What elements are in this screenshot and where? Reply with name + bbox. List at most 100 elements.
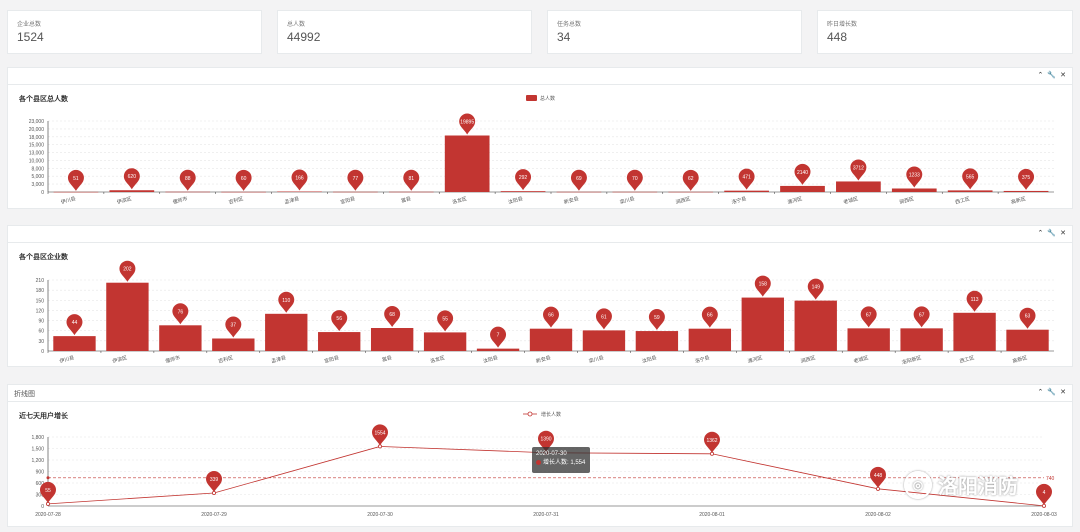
pin-shape (648, 309, 665, 331)
wrench-icon[interactable]: 🔧 (1047, 72, 1057, 79)
wrench-icon[interactable]: 🔧 (1047, 230, 1057, 237)
pin-marker: 81 (403, 169, 420, 191)
pin-shape (570, 169, 587, 191)
bar (265, 313, 308, 351)
tooltip-date: 2020-07-30 (536, 451, 567, 457)
collapse-icon[interactable]: ⌃ (1037, 230, 1044, 237)
pin-shape (807, 278, 824, 300)
pin-label: 292 (519, 175, 528, 181)
close-icon[interactable]: ✕ (1060, 72, 1066, 79)
bar (53, 191, 99, 193)
pin-shape (225, 316, 242, 338)
pin-marker: 68 (384, 306, 401, 328)
pin-marker: 113 (966, 290, 983, 312)
x-tick-label: 汝阳县 (507, 195, 523, 206)
pin-marker: 202 (119, 260, 136, 282)
pin-label: 149 (812, 285, 821, 291)
collapse-icon[interactable]: ⌃ (1037, 72, 1044, 79)
pin-marker: 37 (225, 316, 242, 338)
pin-shape (67, 169, 84, 191)
x-tick-label: 洛龙区 (429, 354, 445, 365)
pin-shape (372, 424, 388, 446)
bar (529, 328, 573, 351)
pin-marker: 166 (291, 169, 308, 191)
pin-marker: 55 (437, 310, 454, 332)
pin-label: 1362 (706, 438, 717, 444)
x-tick-label: 洛阳新区 (901, 354, 922, 366)
pin-label: 448 (874, 473, 883, 479)
bar (1006, 329, 1049, 351)
pin-marker: 61 (595, 308, 612, 330)
panel-header: ⌃ 🔧 ✕ (8, 226, 1072, 243)
stat-label: 企业总数 (17, 22, 42, 28)
pin-label: 63 (1025, 314, 1031, 320)
x-tick-label: 孟津县 (284, 195, 300, 206)
stat-value: 1524 (17, 30, 44, 44)
average-marker (46, 476, 50, 480)
pin-label: 471 (742, 175, 751, 181)
y-tick-label: 180 (36, 288, 45, 294)
x-tick-label: 宜阳县 (323, 354, 339, 365)
pin-marker: 4 (1036, 483, 1052, 505)
close-icon[interactable]: ✕ (1060, 230, 1066, 237)
bar (53, 336, 96, 351)
panel-total-people: ⌃ 🔧 ✕ 各个县区总人数 总人数 0 3,000 5,000 8,000 10,000 13… (7, 67, 1073, 209)
bar (318, 332, 361, 351)
wrench-icon[interactable]: 🔧 (1047, 389, 1057, 396)
pin-marker: 1233 (906, 166, 923, 188)
bar (891, 188, 937, 192)
chart-company-count: 各个县区企业数 0 30 60 90 120 150 180 210 伊川县 44 伊滨区 202 偃师市… (18, 252, 1054, 366)
pin-shape (906, 166, 923, 188)
pin-shape (543, 306, 559, 328)
wechat-icon: ◎ (904, 470, 932, 499)
pin-shape (384, 306, 401, 328)
x-tick-label: 老城区 (843, 195, 859, 206)
pin-marker: 1390 (538, 430, 554, 452)
pin-marker: 471 (738, 168, 755, 190)
pin-label: 56 (336, 316, 342, 322)
x-tick-label: 2020-07-28 (35, 512, 61, 518)
x-tick-label: 新安县 (563, 195, 579, 206)
chart-title: 近七天用户增长 (19, 411, 69, 420)
bar (109, 190, 155, 192)
bar (668, 191, 714, 193)
x-tick-label: 新安县 (535, 354, 551, 365)
bar (370, 328, 414, 351)
pin-label: 61 (601, 314, 607, 320)
pin-marker: 565 (962, 168, 979, 190)
y-tick-label: 300 (36, 493, 45, 499)
collapse-icon[interactable]: ⌃ (1037, 389, 1044, 396)
x-tick-label: 宜阳县 (340, 195, 356, 206)
pin-marker: 620 (123, 168, 140, 190)
tooltip-dot (536, 459, 541, 465)
pin-shape (331, 310, 348, 332)
pin-shape (437, 310, 454, 332)
pin-shape (794, 163, 811, 185)
pin-label: 19895 (460, 119, 474, 125)
x-tick-label: 涧西区 (898, 195, 914, 206)
pin-label: 68 (389, 312, 395, 318)
y-tick-label: 1,200 (31, 458, 44, 464)
y-tick-label: 20,000 (29, 127, 45, 133)
close-icon[interactable]: ✕ (1060, 389, 1066, 396)
pin-label: 70 (632, 176, 638, 182)
x-tick-label: 汝阳县 (482, 354, 498, 365)
pin-label: 339 (210, 477, 219, 483)
pin-shape (206, 471, 222, 493)
x-tick-label: 高新区 (1010, 195, 1026, 206)
bar (333, 191, 378, 193)
pin-shape (913, 306, 930, 328)
x-tick-label: 2020-08-01 (699, 512, 725, 518)
pin-label: 620 (128, 174, 137, 180)
stat-value: 448 (827, 30, 848, 44)
pin-shape (754, 275, 771, 297)
bar (900, 328, 943, 351)
legend-swatch (526, 95, 537, 101)
x-tick-label: 吉利区 (218, 354, 234, 365)
bar (780, 185, 825, 192)
y-tick-label: 0 (41, 504, 44, 510)
pin-marker: 63 (1019, 307, 1036, 329)
pin-label: 2140 (797, 170, 808, 176)
stat-card-companies: 企业总数 1524 (7, 10, 262, 54)
y-tick-label: 5,000 (31, 174, 44, 180)
